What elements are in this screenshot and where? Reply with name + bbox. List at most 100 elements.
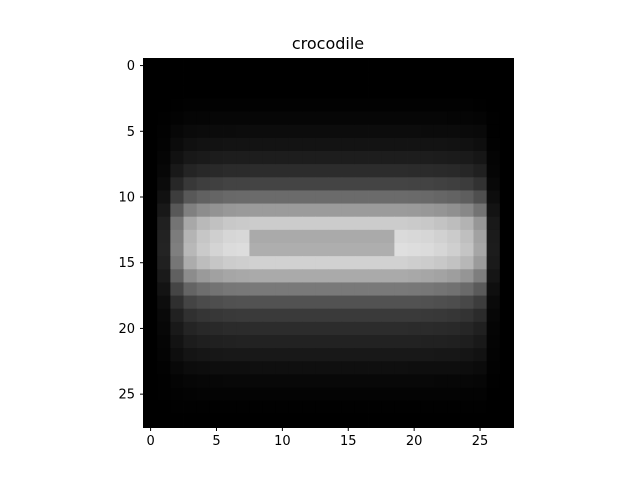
heatmap-cell	[157, 59, 171, 73]
heatmap-cell	[460, 164, 474, 178]
heatmap-cell	[302, 243, 316, 257]
heatmap-cell	[341, 59, 356, 73]
heatmap-cell	[420, 137, 435, 152]
heatmap-cell	[486, 98, 501, 112]
heatmap-cell	[170, 335, 184, 349]
heatmap-cell	[433, 282, 448, 296]
heatmap-cell	[341, 295, 356, 310]
heatmap-cell	[315, 72, 329, 86]
heatmap-cell	[341, 282, 356, 296]
heatmap-cell	[407, 177, 422, 191]
heatmap-cell	[486, 111, 501, 126]
heatmap-cell	[460, 137, 474, 152]
heatmap-cell	[381, 282, 395, 296]
heatmap-cell	[354, 282, 369, 296]
heatmap-cell	[407, 72, 422, 86]
heatmap-cell	[460, 335, 474, 349]
heatmap-cell	[144, 229, 158, 244]
heatmap-cell	[315, 256, 329, 270]
heatmap-cell	[420, 177, 435, 191]
heatmap-cell	[302, 124, 316, 139]
heatmap-cell	[420, 98, 435, 112]
heatmap-cell	[447, 229, 461, 244]
heatmap-cell	[394, 72, 408, 86]
heatmap-cell	[262, 282, 277, 296]
plot-frame	[143, 58, 514, 428]
heatmap-cell	[275, 98, 290, 112]
heatmap-cell	[460, 98, 474, 112]
heatmap-cell	[499, 151, 514, 165]
heatmap-cell	[157, 348, 171, 362]
heatmap-cell	[170, 111, 184, 126]
heatmap-cell	[275, 282, 290, 296]
heatmap-cell	[288, 256, 303, 270]
heatmap-cell	[473, 85, 488, 99]
heatmap-cell	[460, 374, 474, 388]
heatmap-cell	[144, 282, 158, 296]
heatmap-cell	[420, 164, 435, 178]
heatmap-cell	[473, 216, 488, 231]
heatmap-cell	[486, 72, 501, 86]
heatmap-cell	[394, 348, 408, 362]
heatmap-cell	[144, 59, 158, 73]
heatmap-cell	[433, 229, 448, 244]
heatmap-cell	[196, 164, 211, 178]
heatmap-cell	[341, 124, 356, 139]
heatmap-cell	[433, 321, 448, 336]
heatmap-cell	[420, 387, 435, 402]
heatmap-cell	[236, 85, 250, 99]
heatmap-cell	[144, 164, 158, 178]
heatmap-cell	[183, 335, 198, 349]
heatmap-cell	[486, 229, 501, 244]
heatmap-cell	[381, 111, 395, 126]
heatmap-cell	[499, 229, 514, 244]
heatmap-cell	[341, 374, 356, 388]
heatmap-cell	[354, 203, 369, 218]
heatmap-cell	[420, 256, 435, 270]
heatmap-cell	[223, 374, 237, 388]
heatmap-cell	[196, 124, 211, 139]
heatmap-cell	[368, 335, 382, 349]
heatmap-cell	[209, 59, 224, 73]
heatmap-cell	[354, 229, 369, 244]
heatmap-cell	[407, 85, 422, 99]
heatmap-cell	[341, 151, 356, 165]
heatmap-cell	[170, 203, 184, 218]
heatmap-cell	[368, 295, 382, 310]
heatmap-cell	[420, 111, 435, 126]
heatmap-cell	[196, 59, 211, 73]
heatmap-cell	[170, 59, 184, 73]
heatmap-cell	[354, 190, 369, 204]
heatmap-cell	[328, 256, 343, 270]
heatmap-cell	[381, 269, 395, 283]
heatmap-cell	[328, 151, 343, 165]
heatmap-cell	[196, 308, 211, 323]
heatmap-cell	[209, 190, 224, 204]
heatmap-cell	[341, 269, 356, 283]
heatmap-cell	[420, 348, 435, 362]
heatmap-cell	[315, 348, 329, 362]
heatmap-cell	[460, 400, 474, 415]
heatmap-cell	[275, 387, 290, 402]
heatmap-cell	[144, 190, 158, 204]
heatmap-cell	[209, 111, 224, 126]
heatmap-cell	[460, 216, 474, 231]
heatmap-cell	[447, 282, 461, 296]
heatmap-cell	[236, 59, 250, 73]
heatmap-cell	[223, 59, 237, 73]
heatmap-cell	[275, 374, 290, 388]
heatmap-cell	[407, 229, 422, 244]
heatmap-cell	[433, 308, 448, 323]
heatmap-cell	[144, 374, 158, 388]
heatmap-cell	[328, 413, 343, 428]
heatmap-cell	[170, 151, 184, 165]
heatmap-cell	[381, 151, 395, 165]
heatmap-cell	[447, 361, 461, 375]
heatmap-cell	[223, 137, 237, 152]
heatmap-cell	[420, 282, 435, 296]
x-tick-label: 25	[472, 434, 489, 449]
heatmap-cell	[302, 177, 316, 191]
heatmap-cell	[328, 177, 343, 191]
heatmap-cell	[302, 229, 316, 244]
